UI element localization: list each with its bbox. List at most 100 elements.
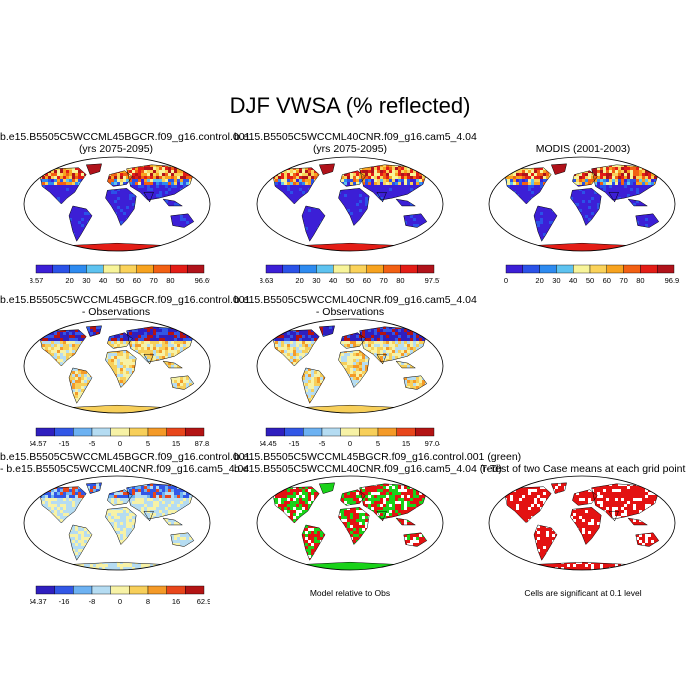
colorbar-swatch — [91, 585, 111, 595]
panel-1-map — [23, 156, 211, 252]
colorbar-swatch — [73, 585, 93, 595]
panel-7-colorbar: -64.37 -16 -8 0 8 16 62.9 — [30, 585, 210, 606]
colorbar-swatch — [623, 264, 641, 274]
colorbar-swatch — [299, 264, 317, 274]
colorbar-swatch — [110, 585, 130, 595]
colorbar-swatch — [129, 585, 149, 595]
colorbar-swatch — [91, 427, 111, 437]
colorbar-swatch — [35, 427, 55, 437]
colorbar-swatch — [166, 427, 186, 437]
colorbar-swatch — [572, 264, 591, 274]
colorbar-tick-label: 80 — [396, 276, 404, 285]
panel-2-subtitle: (yrs 2075-2095) — [312, 143, 388, 155]
colorbar-tick-label: 97.57 — [425, 276, 440, 285]
colorbar-swatch — [35, 264, 53, 274]
colorbar-tick-label: -5 — [319, 439, 326, 448]
colorbar-swatch — [656, 264, 675, 274]
colorbar-tick-label: -15 — [289, 439, 300, 448]
colorbar-tick-label: 15 — [402, 439, 410, 448]
panel-8-caption: Model relative to Obs — [309, 588, 391, 598]
colorbar-tick-label: 70 — [379, 276, 387, 285]
colorbar-swatch — [110, 427, 130, 437]
panel-8-title: b.e15.B5505C5WCCML45BGCR.f09_g16.control… — [234, 451, 522, 463]
colorbar-tick-label: 5 — [146, 439, 150, 448]
panel-4-map — [23, 318, 211, 414]
colorbar-tick-label: 15 — [172, 439, 180, 448]
colorbar-swatch — [396, 427, 416, 437]
panel-9-map — [488, 475, 676, 571]
colorbar-tick-label: 0 — [118, 439, 122, 448]
colorbar-swatch — [129, 427, 149, 437]
panel-4-colorbar: -64.57 -15 -5 0 5 15 87.81 — [30, 427, 210, 448]
panel-1-title: b.e15.B5505C5WCCML45BGCR.f09_g16.control… — [0, 131, 251, 143]
colorbar-swatch — [359, 427, 379, 437]
panel-5-subtitle: - Observations — [315, 306, 385, 318]
panel-7-subtitle: - b.e15.B5505C5WCCML40CNR.f09_g16.cam5_4… — [0, 463, 250, 475]
panel-3-map — [488, 156, 676, 252]
colorbar-swatch — [349, 264, 367, 274]
colorbar-swatch — [340, 427, 360, 437]
colorbar-swatch — [185, 427, 205, 437]
colorbar-tick-label: 62.9 — [197, 597, 210, 606]
panel-5-map — [256, 318, 444, 414]
colorbar-tick-label: 30 — [312, 276, 320, 285]
colorbar-swatch — [54, 427, 74, 437]
colorbar-swatch — [35, 585, 55, 595]
colorbar-swatch — [166, 585, 186, 595]
colorbar-swatch — [522, 264, 540, 274]
colorbar-tick-label: 40 — [329, 276, 337, 285]
colorbar-tick-label: -15 — [59, 439, 70, 448]
colorbar-tick-label: -16 — [59, 597, 70, 606]
colorbar-swatch — [147, 585, 167, 595]
colorbar-swatch — [86, 264, 104, 274]
panel-8-map — [256, 475, 444, 571]
panel-4-subtitle: - Observations — [81, 306, 151, 318]
colorbar-swatch — [332, 264, 351, 274]
colorbar-tick-label: 16 — [172, 597, 180, 606]
colorbar-swatch — [69, 264, 87, 274]
panel-2-colorbar: 3.63 20 30 40 50 60 70 80 97.57 — [260, 264, 440, 285]
colorbar-tick-label: -8 — [89, 597, 96, 606]
colorbar-swatch — [119, 264, 137, 274]
panel-1-colorbar: 3.57 20 30 40 50 60 70 80 96.69 — [30, 264, 210, 285]
colorbar-tick-label: 40 — [569, 276, 577, 285]
colorbar-swatch — [186, 264, 205, 274]
panel-1-subtitle: (yrs 2075-2095) — [78, 143, 154, 155]
colorbar-swatch — [321, 427, 341, 437]
colorbar-tick-label: -64.37 — [30, 597, 47, 606]
panel-2-title: b.e15.B5505C5WCCML40CNR.f09_g16.cam5_4.0… — [234, 131, 477, 143]
colorbar-swatch — [606, 264, 624, 274]
colorbar-tick-label: 0 — [118, 597, 122, 606]
panel-2-map — [256, 156, 444, 252]
colorbar-swatch — [416, 264, 435, 274]
colorbar-tick-label: 5 — [376, 439, 380, 448]
colorbar-tick-label: 70 — [149, 276, 157, 285]
colorbar-tick-label: 3.63 — [260, 276, 273, 285]
colorbar-swatch — [282, 264, 300, 274]
colorbar-tick-label: 60 — [603, 276, 611, 285]
colorbar-swatch — [316, 264, 334, 274]
colorbar-tick-label: 0 — [348, 439, 352, 448]
colorbar-tick-label: 3.57 — [30, 276, 43, 285]
colorbar-swatch — [185, 585, 205, 595]
colorbar-swatch — [52, 264, 70, 274]
colorbar-swatch — [73, 427, 93, 437]
colorbar-tick-label: 87.81 — [195, 439, 210, 448]
colorbar-tick-label: 96.69 — [195, 276, 210, 285]
colorbar-swatch — [366, 264, 384, 274]
panel-9-caption: Cells are significant at 0.1 level — [524, 588, 642, 598]
panel-7-title: b.e15.B5505C5WCCML45BGCR.f09_g16.control… — [0, 451, 251, 463]
colorbar-tick-label: 80 — [636, 276, 644, 285]
colorbar-swatch — [284, 427, 304, 437]
colorbar-swatch — [153, 264, 171, 274]
colorbar-tick-label: 70 — [619, 276, 627, 285]
colorbar-swatch — [400, 264, 418, 274]
colorbar-swatch — [54, 585, 74, 595]
colorbar-tick-label: 30 — [552, 276, 560, 285]
colorbar-tick-label: 20 — [65, 276, 73, 285]
colorbar-swatch — [377, 427, 397, 437]
colorbar-tick-label: 80 — [166, 276, 174, 285]
colorbar-swatch — [415, 427, 435, 437]
colorbar-tick-label: 50 — [116, 276, 124, 285]
colorbar-swatch — [640, 264, 658, 274]
